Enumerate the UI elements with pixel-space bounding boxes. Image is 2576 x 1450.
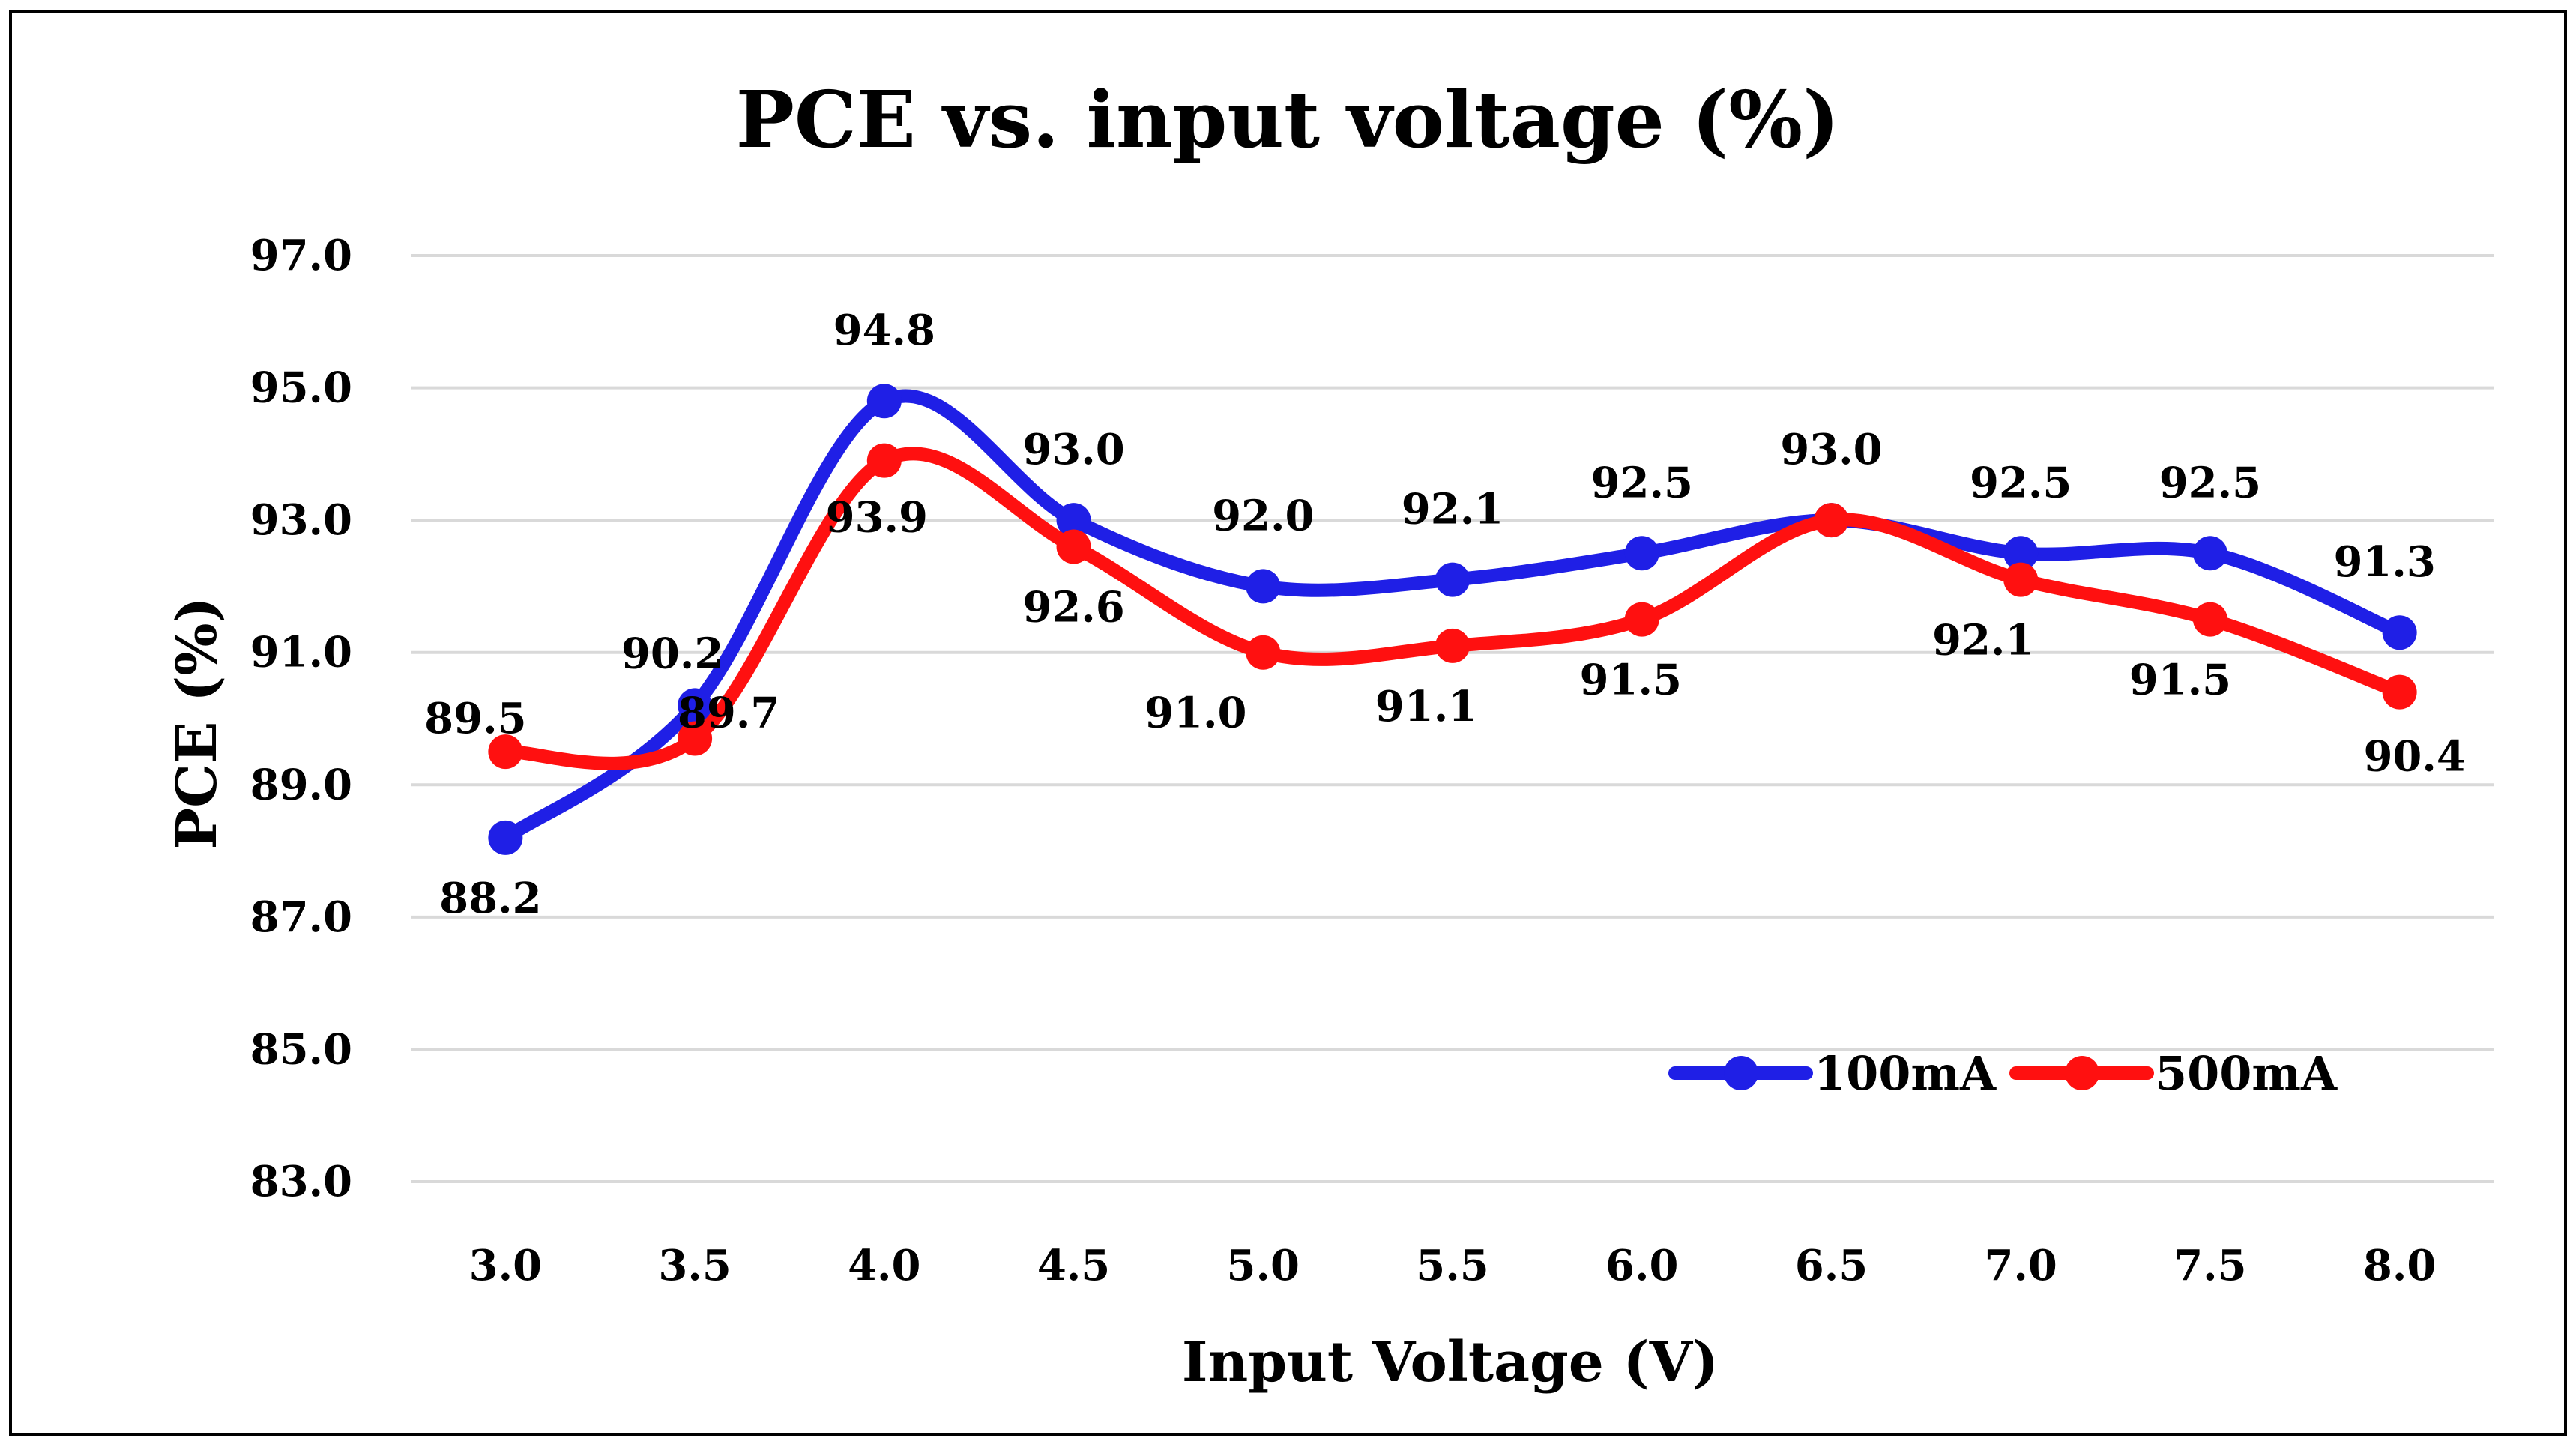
- y-tick-label: 87.0: [250, 892, 352, 942]
- y-tick-labels: 83.0 85.0 87.0 89.0 91.0 93.0 95.0 97.0: [250, 231, 352, 1206]
- data-label: 92.5: [1970, 458, 2072, 507]
- y-axis-title: PCE (%): [165, 596, 229, 849]
- data-label: 93.0: [1780, 425, 1882, 474]
- data-label: 91.1: [1375, 682, 1477, 731]
- x-tick-label: 7.5: [2174, 1241, 2246, 1290]
- y-tick-label: 85.0: [250, 1024, 352, 1074]
- series-100mA: [488, 384, 2417, 855]
- x-tick-labels: 3.0 3.5 4.0 4.5 5.0 5.5 6.0 6.5 7.0 7.5 8.0: [469, 1241, 2437, 1290]
- chart-title: PCE vs. input voltage (%): [736, 73, 1840, 166]
- data-label: 91.3: [2333, 537, 2435, 587]
- data-label: 93.0: [1022, 425, 1124, 474]
- data-label: 91.0: [1144, 689, 1246, 738]
- series-500mA: [488, 443, 2417, 770]
- y-tick-label: 83.0: [250, 1157, 352, 1206]
- data-point: [678, 688, 713, 723]
- y-tick-label: 93.0: [250, 495, 352, 545]
- data-point: [866, 384, 902, 419]
- data-label: 89.5: [424, 694, 526, 743]
- x-tick-label: 5.5: [1416, 1241, 1488, 1290]
- data-point: [2192, 536, 2227, 571]
- data-point: [2003, 536, 2039, 571]
- data-label: 92.0: [1212, 491, 1314, 540]
- x-tick-label: 3.0: [469, 1241, 542, 1290]
- data-point: [1056, 529, 1091, 564]
- series-line: [498, 447, 2407, 770]
- series-group: [488, 384, 2417, 855]
- data-label: 91.5: [1580, 656, 1682, 705]
- data-point: [2003, 562, 2039, 597]
- data-point: [488, 820, 523, 855]
- data-label: 88.2: [439, 874, 541, 923]
- data-label: 90.4: [2363, 732, 2465, 782]
- data-label: 90.2: [621, 629, 723, 678]
- data-point: [1056, 503, 1091, 538]
- x-tick-label: 3.5: [658, 1241, 731, 1290]
- data-point: [678, 721, 713, 756]
- data-point: [488, 734, 523, 770]
- data-point: [1435, 628, 1470, 663]
- x-tick-label: 6.5: [1795, 1241, 1868, 1290]
- data-point: [1814, 503, 1849, 538]
- data-point: [1624, 602, 1659, 637]
- y-tick-label: 91.0: [250, 628, 352, 677]
- data-label: 92.5: [1591, 458, 1693, 507]
- x-tick-label: 4.5: [1037, 1241, 1110, 1290]
- data-label: 92.1: [1402, 485, 1503, 534]
- legend-label: 100mA: [1814, 1046, 1997, 1101]
- legend: 100mA 500mA: [1668, 1046, 2338, 1101]
- series-line: [498, 389, 2407, 845]
- data-label: 91.5: [2129, 656, 2231, 705]
- data-label: 89.7: [678, 688, 779, 737]
- data-point: [866, 443, 902, 478]
- legend-marker: [2065, 1056, 2099, 1090]
- y-tick-label: 97.0: [250, 231, 352, 280]
- x-axis-title: Input Voltage (V): [1182, 1330, 1719, 1395]
- data-point: [1624, 536, 1659, 571]
- x-tick-label: 5.0: [1227, 1241, 1300, 1290]
- x-tick-label: 6.0: [1605, 1241, 1678, 1290]
- data-point: [1435, 562, 1470, 597]
- data-point: [2382, 674, 2417, 710]
- x-tick-label: 8.0: [2363, 1241, 2436, 1290]
- data-point: [1246, 635, 1281, 670]
- data-label: 92.1: [1932, 616, 2034, 665]
- data-point: [2382, 615, 2417, 650]
- data-label: 94.8: [833, 306, 935, 355]
- data-label: 92.5: [2159, 458, 2261, 507]
- legend-label: 500mA: [2155, 1046, 2338, 1101]
- x-tick-label: 7.0: [1984, 1241, 2057, 1290]
- data-labels: 88.2 90.2 94.8 93.0 92.0 92.1 92.5 93.0 92.5 92.5…: [424, 306, 2466, 923]
- data-point: [2192, 602, 2227, 637]
- data-point: [1246, 569, 1281, 604]
- x-tick-label: 4.0: [848, 1241, 920, 1290]
- legend-marker: [1724, 1056, 1758, 1090]
- data-label: 93.9: [826, 493, 928, 543]
- data-label: 92.6: [1022, 582, 1124, 632]
- chart-border: [9, 10, 2567, 1436]
- y-tick-label: 89.0: [250, 760, 352, 809]
- y-tick-label: 95.0: [250, 363, 352, 413]
